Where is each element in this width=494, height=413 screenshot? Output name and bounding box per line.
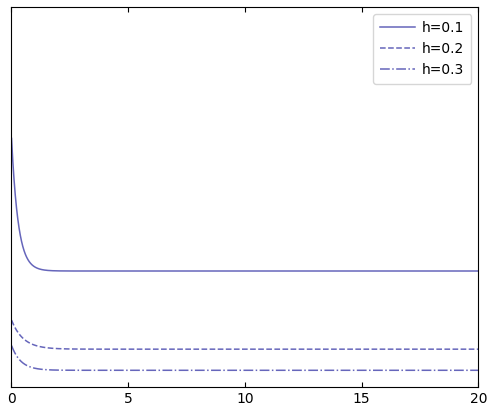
h=0.1 — [62, 268, 68, 273]
Legend: h=0.1, h=0.2, h=0.3: h=0.1, h=0.2, h=0.3 — [373, 14, 471, 84]
h=0.1 — [466, 268, 472, 273]
h=0.1 — [208, 268, 214, 273]
h=0.2 — [208, 347, 214, 351]
h=0.2 — [62, 347, 68, 351]
h=0.3 — [89, 368, 95, 373]
h=0.3 — [8, 343, 14, 348]
Line: h=0.2: h=0.2 — [11, 320, 478, 349]
h=0.3 — [208, 368, 214, 373]
h=0.1 — [8, 136, 14, 141]
h=0.1 — [89, 268, 95, 273]
h=0.3 — [416, 368, 422, 373]
h=0.2 — [441, 347, 447, 351]
h=0.3 — [62, 368, 68, 373]
h=0.3 — [360, 368, 366, 373]
h=0.2 — [89, 347, 95, 351]
h=0.2 — [466, 347, 472, 351]
Line: h=0.1: h=0.1 — [11, 138, 478, 271]
h=0.3 — [188, 368, 194, 373]
h=0.2 — [416, 347, 422, 351]
h=0.2 — [188, 347, 194, 351]
h=0.2 — [475, 347, 481, 351]
h=0.3 — [475, 368, 481, 373]
h=0.1 — [257, 268, 263, 273]
h=0.1 — [475, 268, 481, 273]
h=0.3 — [466, 368, 472, 373]
Line: h=0.3: h=0.3 — [11, 346, 478, 370]
h=0.1 — [416, 268, 422, 273]
h=0.2 — [8, 318, 14, 323]
h=0.1 — [188, 268, 194, 273]
